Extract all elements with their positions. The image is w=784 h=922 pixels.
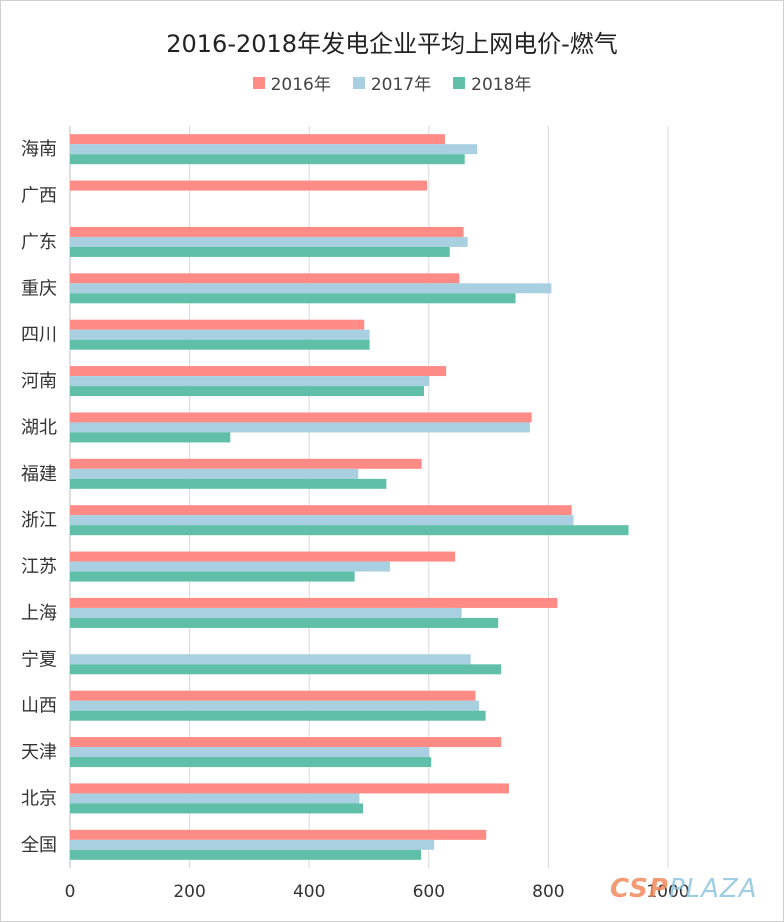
bar-2018年 (70, 849, 422, 860)
bar-2018年 (70, 339, 370, 350)
bar-2017年 (70, 654, 471, 665)
category-label: 浙江 (21, 510, 57, 531)
bar-2016年 (70, 134, 445, 145)
bar-2017年 (70, 561, 390, 572)
bar-2016年 (70, 783, 509, 794)
legend-swatch-2017 (352, 76, 365, 89)
x-tick-label: 400 (293, 882, 325, 902)
category-label: 四川 (21, 325, 57, 346)
bar-2016年 (70, 366, 447, 377)
bar-2016年 (70, 273, 460, 284)
bar-2018年 (70, 664, 502, 675)
category-label: 广西 (21, 186, 57, 207)
legend-item-2018: 2018年 (453, 70, 531, 95)
legend-item-2017: 2017年 (352, 70, 432, 95)
category-label: 广东 (21, 232, 57, 253)
bar-2017年 (70, 422, 530, 433)
bar-2018年 (70, 293, 516, 304)
category-label: 天津 (21, 742, 57, 763)
bar-2016年 (70, 690, 476, 701)
bar-2016年 (70, 458, 422, 469)
bar-2016年 (70, 412, 532, 423)
bar-2017年 (70, 468, 359, 479)
category-label: 海南 (21, 139, 57, 160)
chart-title: 2016-2018年发电企业平均上网电价-燃气 (166, 30, 618, 58)
category-label: 湖北 (21, 417, 57, 438)
bar-2018年 (70, 525, 629, 536)
bar-2017年 (70, 283, 552, 294)
bar-2018年 (70, 757, 432, 768)
bar-2018年 (70, 154, 465, 165)
bar-2016年 (70, 829, 487, 840)
bar-2017年 (70, 236, 468, 247)
bar-2018年 (70, 617, 499, 628)
x-tick-label: 800 (532, 882, 564, 902)
bar-2018年 (70, 571, 355, 582)
x-tick-label: 1000 (646, 882, 689, 902)
bar-2016年 (70, 319, 365, 330)
bar-2017年 (70, 747, 430, 758)
bar-2016年 (70, 551, 456, 562)
category-label: 福建 (21, 464, 57, 485)
category-label: 山西 (21, 696, 57, 717)
x-tick-label: 200 (173, 882, 205, 902)
bar-2017年 (70, 329, 370, 340)
bar-2017年 (70, 839, 435, 850)
category-label: 全国 (21, 835, 57, 856)
bar-2016年 (70, 226, 464, 237)
bar-2017年 (70, 607, 462, 618)
legend-label-2018: 2018年 (471, 75, 532, 95)
x-tick-label: 600 (413, 882, 445, 902)
x-tick-label: 0 (65, 882, 76, 902)
legend-label-2016: 2016年 (270, 75, 331, 95)
bar-2016年 (70, 180, 428, 191)
bar-2017年 (70, 515, 574, 526)
category-label: 河南 (21, 371, 57, 392)
legend-item-2016: 2016年 (252, 70, 331, 95)
legend-label-2017: 2017年 (370, 75, 432, 95)
category-label: 上海 (21, 603, 57, 624)
bar-2017年 (70, 793, 360, 804)
bar-2018年 (70, 710, 486, 721)
category-label: 北京 (21, 788, 57, 809)
watermark-logo: CSPPLAZA (610, 874, 758, 904)
category-label: 宁夏 (21, 649, 57, 670)
legend-swatch-2016 (252, 76, 265, 89)
bar-2016年 (70, 505, 572, 516)
legend-swatch-2018 (453, 76, 466, 89)
bar-2018年 (70, 386, 425, 397)
bar-2018年 (70, 432, 231, 443)
category-label: 重庆 (21, 278, 57, 299)
bar-2016年 (70, 597, 558, 608)
legend: 2016年 2017年 2018年 (0, 70, 784, 95)
bar-2017年 (70, 700, 480, 711)
bar-2016年 (70, 737, 502, 748)
bar-2018年 (70, 246, 450, 257)
bar-2017年 (70, 376, 430, 387)
bar-2018年 (70, 478, 387, 489)
bar-2018年 (70, 803, 364, 814)
bar-2017年 (70, 144, 478, 155)
category-label: 江苏 (21, 557, 57, 578)
